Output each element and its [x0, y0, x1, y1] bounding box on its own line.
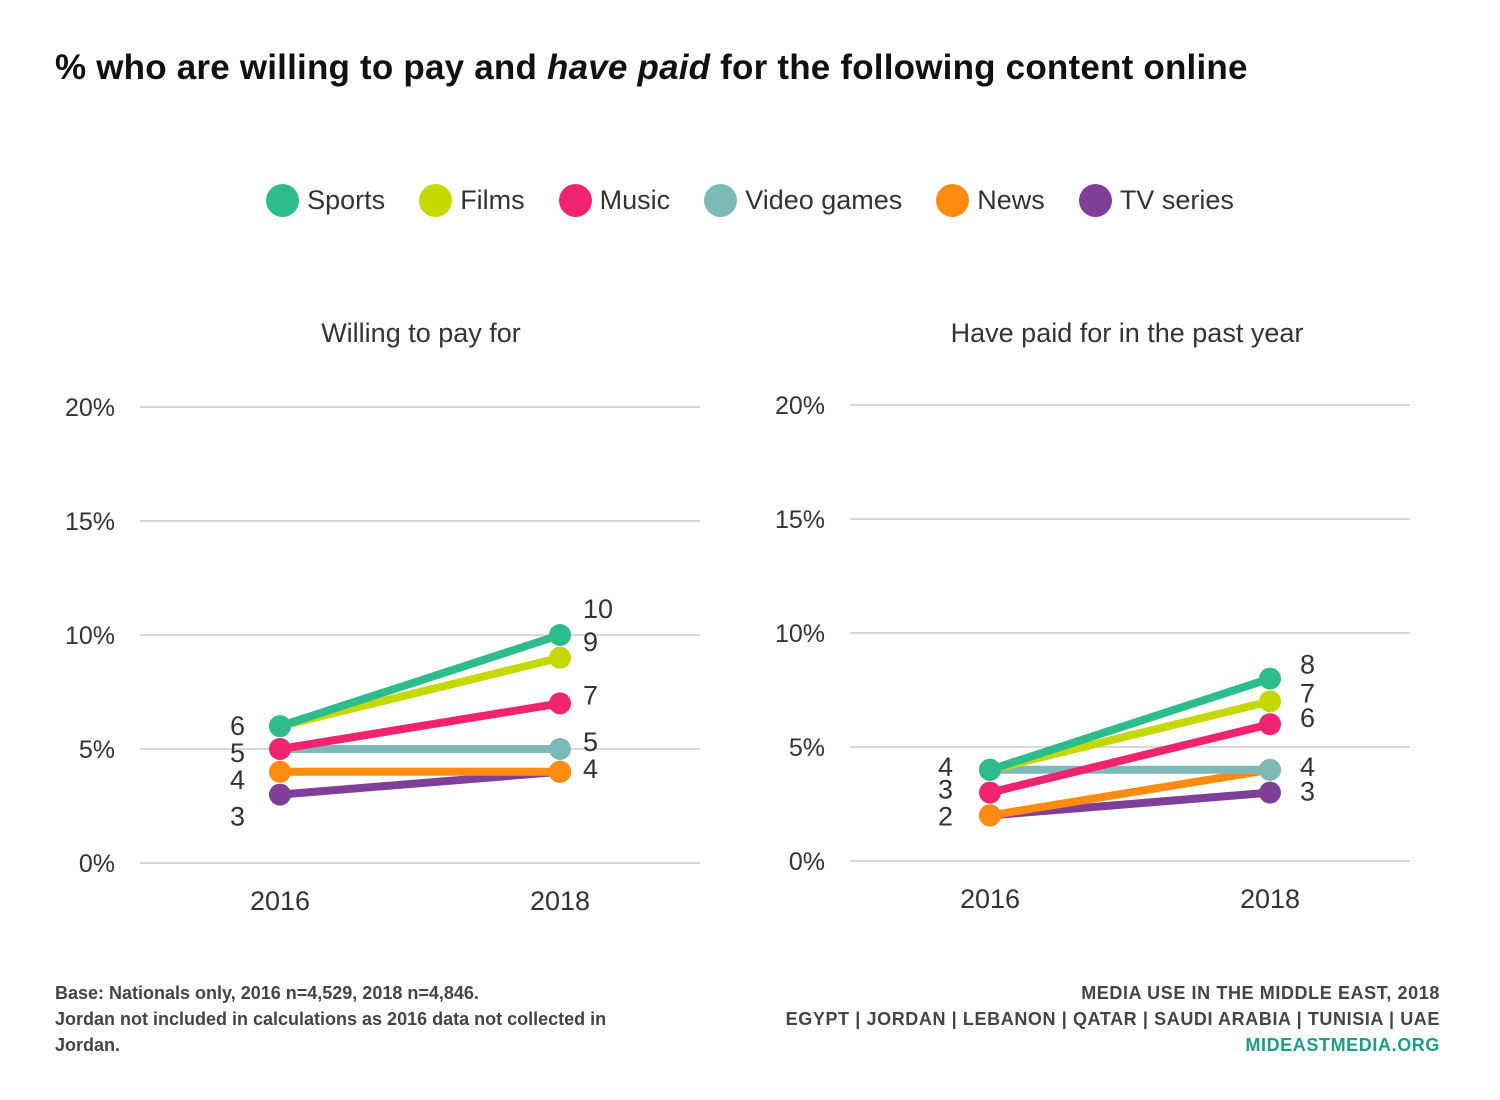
- data-point: [549, 692, 571, 715]
- footnote: Base: Nationals only, 2016 n=4,529, 2018…: [55, 983, 607, 1055]
- data-point: [549, 760, 571, 783]
- legend-label: News: [977, 185, 1045, 215]
- panel-title: Willing to pay for: [321, 318, 521, 348]
- credits: MEDIA USE IN THE MIDDLE EAST, 2018 EGYPT…: [786, 980, 1440, 1058]
- x-tick-label: 2016: [250, 886, 310, 916]
- data-label: 3: [1300, 777, 1315, 807]
- series-line: [986, 674, 1274, 774]
- y-tick-label: 5%: [789, 734, 825, 762]
- data-label: 7: [583, 680, 598, 710]
- legend-item: TV series: [1078, 184, 1234, 217]
- series-line: [986, 765, 1274, 820]
- data-point: [979, 781, 1001, 804]
- data-point: [1259, 690, 1281, 713]
- data-label: 6: [1300, 703, 1315, 733]
- credits-site: MIDEASTMEDIA.ORG: [1245, 1035, 1440, 1055]
- series-line: [986, 720, 1274, 797]
- data-label: 4: [583, 754, 598, 784]
- data-label: 3: [938, 775, 953, 805]
- credits-report: MEDIA USE IN THE MIDDLE EAST, 2018: [1081, 983, 1440, 1003]
- title-text-after: for the following content online: [710, 48, 1248, 87]
- y-tick-label: 15%: [65, 508, 115, 536]
- series-line: [276, 631, 564, 731]
- legend-swatch: [419, 184, 453, 217]
- legend-swatch: [704, 184, 738, 217]
- data-point: [549, 738, 571, 760]
- y-tick-label: 15%: [775, 506, 825, 534]
- data-label: 2: [938, 801, 953, 831]
- legend-label: Video games: [745, 185, 903, 215]
- y-tick-label: 10%: [65, 622, 115, 650]
- x-tick-label: 2016: [960, 884, 1020, 914]
- chart-panel: Willing to pay for 0% 5% 10% 15% 20% 2016 2018 6…: [65, 318, 700, 916]
- series-line: [276, 699, 564, 753]
- data-point: [269, 738, 291, 760]
- data-label: 4: [938, 752, 953, 782]
- data-label: 8: [1300, 650, 1315, 680]
- y-tick-label: 20%: [775, 392, 825, 420]
- data-label: 4: [230, 765, 245, 795]
- data-point: [269, 760, 291, 783]
- legend-item: Films: [419, 184, 525, 217]
- y-tick-label: 0%: [79, 850, 115, 878]
- data-label: 5: [230, 738, 245, 768]
- legend-swatch: [266, 184, 300, 217]
- legend-swatch: [936, 184, 970, 217]
- data-label: 9: [583, 627, 598, 657]
- credits-countries: EGYPT | JORDAN | LEBANON | QATAR | SAUDI…: [785, 1009, 1440, 1029]
- data-point: [269, 783, 291, 806]
- legend-item: News: [936, 184, 1045, 217]
- data-point: [1259, 713, 1281, 736]
- title-text-before: % who are willing to pay and: [55, 48, 547, 87]
- legend-label: Sports: [307, 185, 386, 215]
- data-label: 7: [1300, 678, 1315, 708]
- panel-title: Have paid for in the past year: [951, 318, 1304, 348]
- legend-item: Video games: [704, 184, 902, 217]
- data-label: 5: [583, 727, 598, 757]
- data-point: [269, 715, 291, 738]
- legend-item: Music: [558, 184, 671, 217]
- legend: Sports Films Music Video games News TV series: [0, 184, 1500, 217]
- data-point: [549, 624, 571, 646]
- legend-label: Music: [599, 185, 671, 215]
- legend-item: Sports: [266, 184, 385, 217]
- data-point: [979, 804, 1001, 827]
- y-tick-label: 0%: [789, 848, 825, 876]
- y-tick-label: 20%: [65, 394, 115, 422]
- data-point: [1259, 667, 1281, 690]
- chart-panel: Have paid for in the past year 0% 5% 10% 15%…: [775, 318, 1410, 914]
- data-label: 3: [230, 802, 245, 832]
- y-tick-label: 5%: [79, 736, 115, 764]
- data-label: 10: [583, 594, 613, 624]
- y-tick-label: 10%: [775, 620, 825, 648]
- legend-label: TV series: [1119, 185, 1234, 215]
- data-point: [979, 758, 1001, 781]
- data-point: [1259, 758, 1281, 781]
- data-point: [549, 646, 571, 669]
- data-point: [1259, 781, 1281, 804]
- chart-title: % who are willing to pay and have paid f…: [55, 48, 1248, 88]
- legend-swatch: [558, 184, 592, 217]
- legend-swatch: [1078, 184, 1112, 217]
- data-label: 6: [230, 711, 245, 741]
- legend-label: Films: [460, 185, 525, 215]
- title-text-emphasis: have paid: [546, 48, 711, 87]
- data-label: 4: [1300, 752, 1315, 782]
- x-tick-label: 2018: [1240, 884, 1300, 914]
- x-tick-label: 2018: [530, 886, 590, 916]
